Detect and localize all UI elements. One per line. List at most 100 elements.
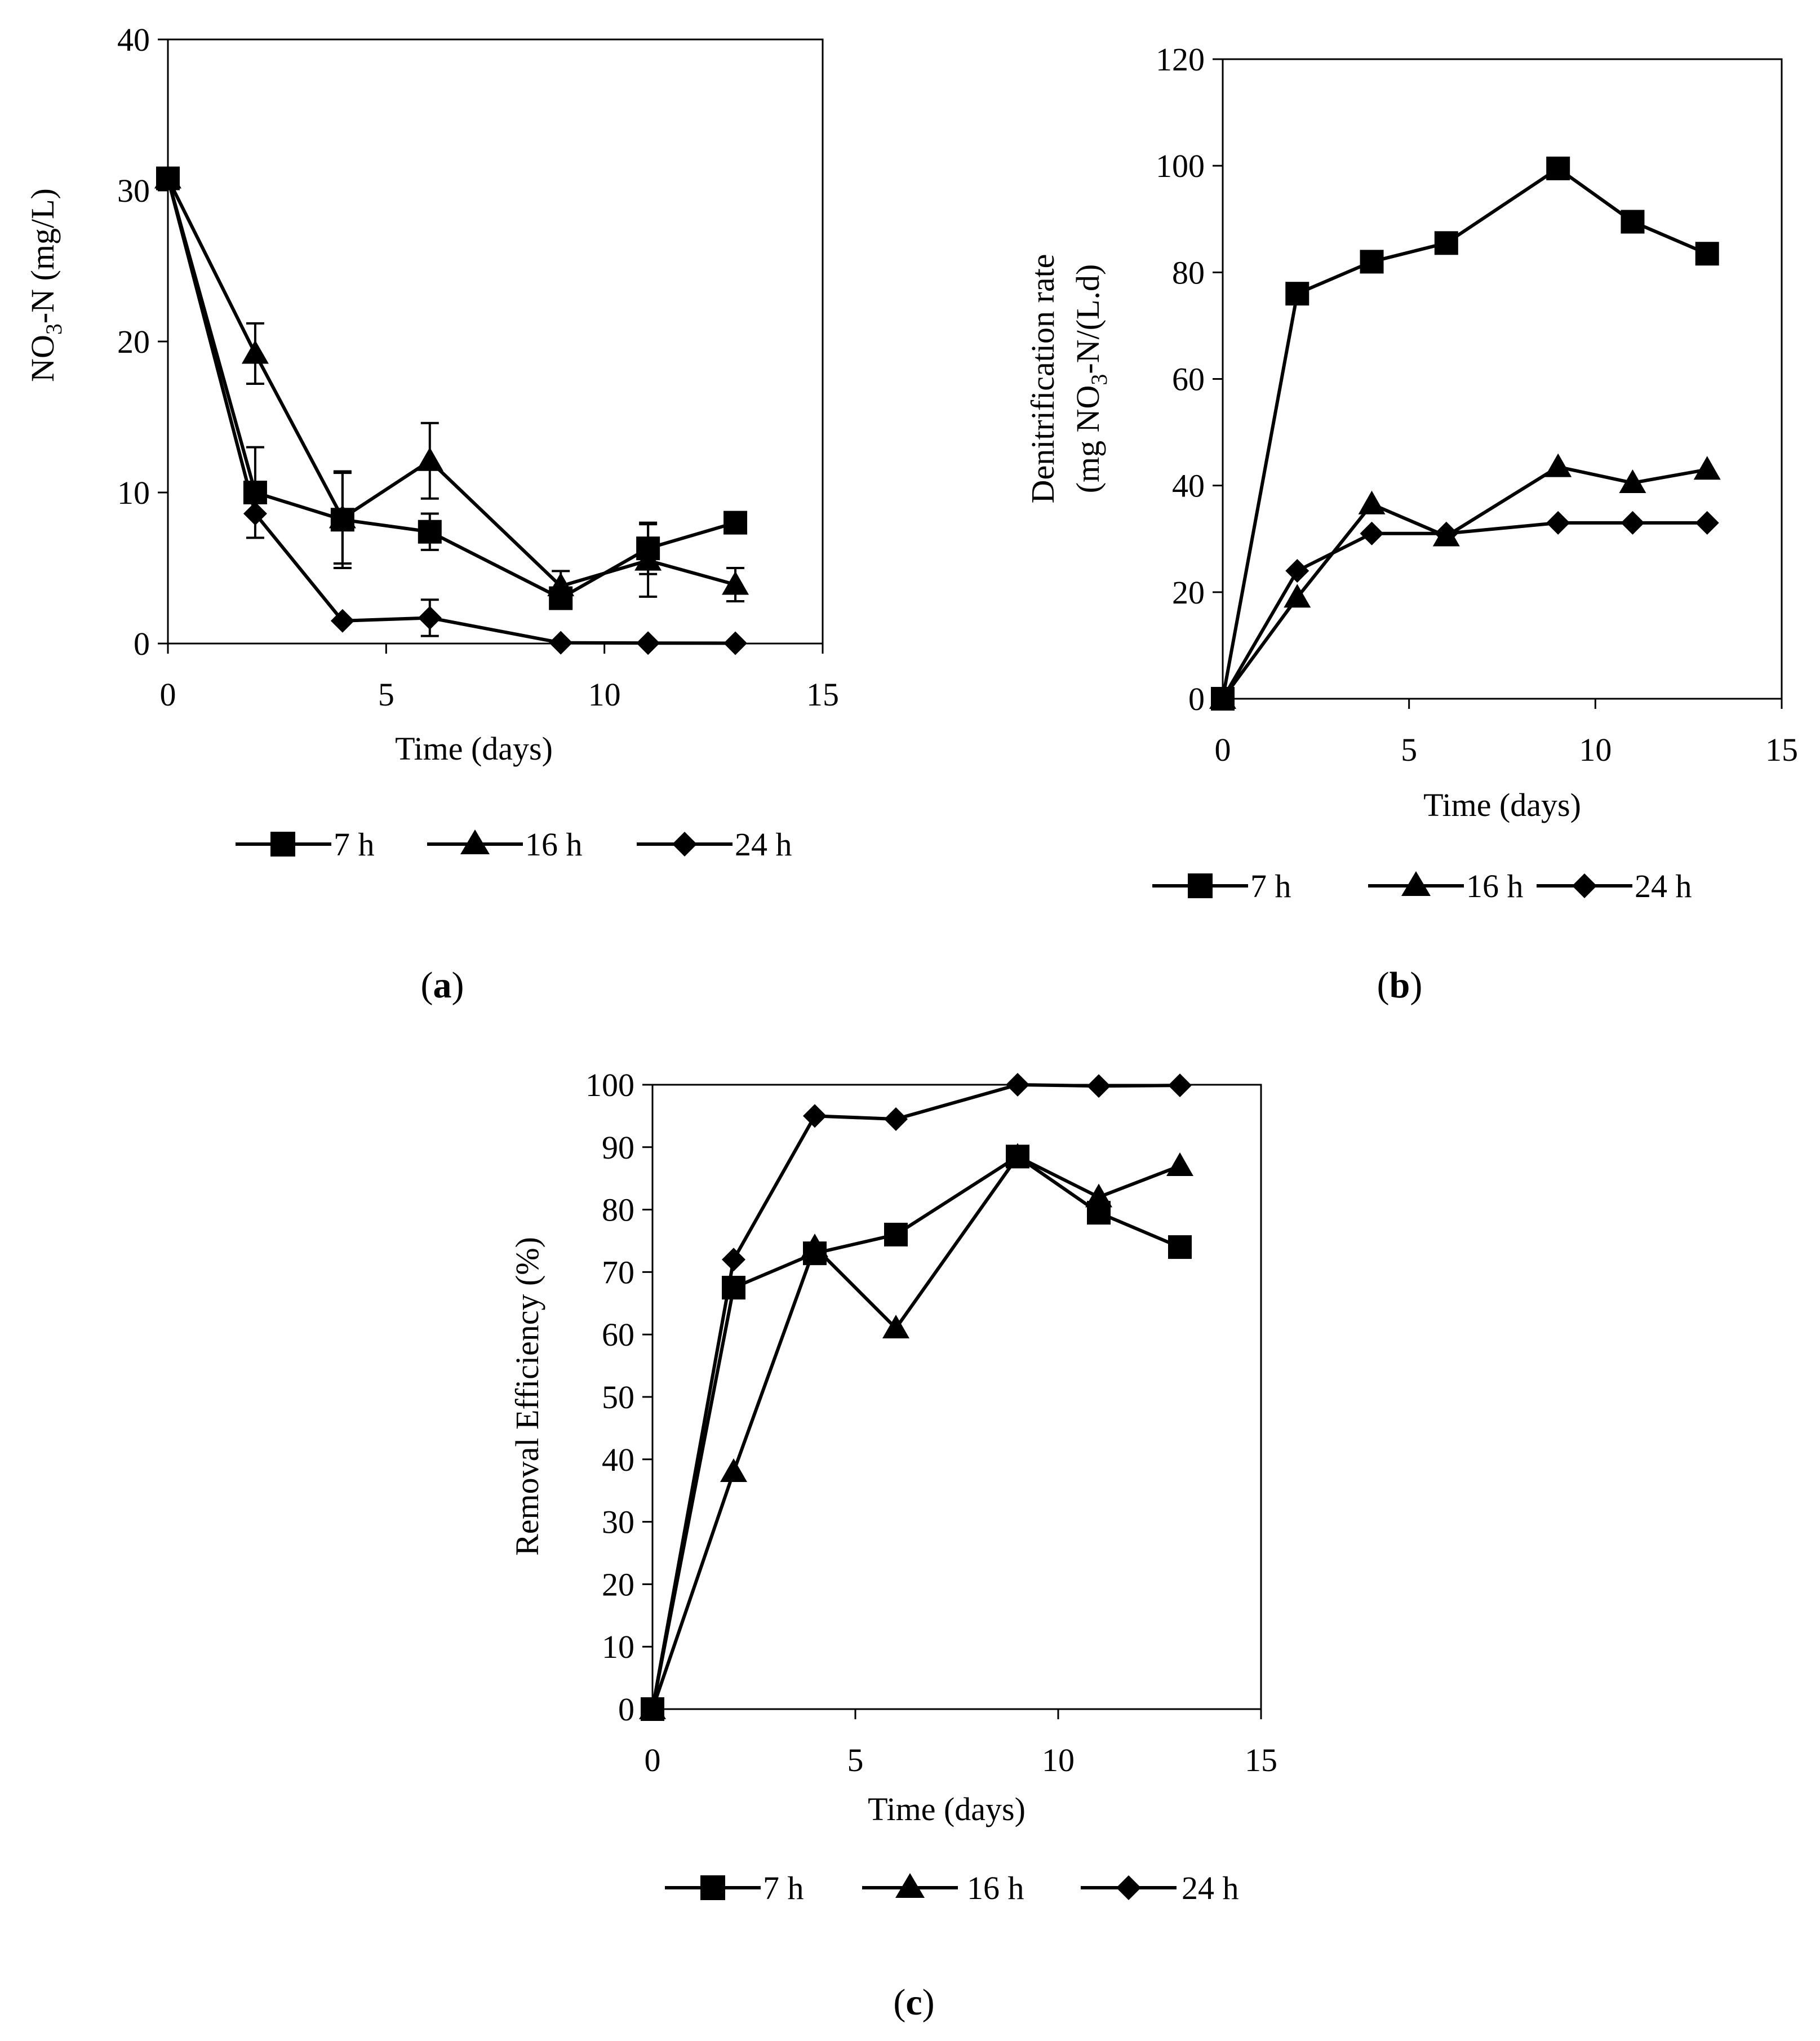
chart-c-point-24h xyxy=(803,1104,827,1128)
chart-b-point-24h xyxy=(1285,559,1309,583)
chart-a-point-16h xyxy=(241,340,269,364)
chart-c-y-tick-label: 50 xyxy=(602,1379,634,1416)
chart-c-y-tick-label: 70 xyxy=(602,1254,634,1290)
chart-c-legend-label-16h: 16 h xyxy=(967,1870,1024,1906)
chart-a-point-24h xyxy=(723,631,748,655)
chart-a-point-24h xyxy=(549,631,573,655)
chart-b-y-tick-label: 120 xyxy=(1156,41,1205,78)
chart-b-legend-marker-16h xyxy=(1401,871,1431,896)
chart-b-point-16h xyxy=(1693,456,1721,480)
chart-c-legend-marker-24h xyxy=(1116,1875,1141,1900)
chart-a-point-24h xyxy=(156,166,180,190)
chart-c-point-24h xyxy=(1006,1073,1029,1097)
chart-c-y-tick-label: 0 xyxy=(618,1691,634,1728)
chart-c-panel-label: (c) xyxy=(893,1982,934,2023)
chart-c-x-ticks: 0 5 10 15 xyxy=(645,1709,1277,1778)
chart-b-x-tick-label: 15 xyxy=(1765,731,1798,768)
chart-a-x-ticks: 0 5 10 15 xyxy=(160,644,839,713)
chart-a-x-axis-label: Time (days) xyxy=(395,730,553,767)
chart-b-point-24h xyxy=(1546,511,1570,535)
chart-a-plot-frame xyxy=(167,38,824,645)
chart-a-point-7h xyxy=(723,511,748,535)
chart-a-panel-label: (a) xyxy=(421,965,464,1006)
chart-c: 0 10 20 30 40 50 60 70 80 90 100 0 5 10 15 Time (days… xyxy=(509,1067,1277,2023)
chart-a-point-7h xyxy=(418,520,442,544)
chart-a-y-tick-label: 0 xyxy=(134,625,150,662)
chart-b-series-line-16h xyxy=(1221,465,1708,700)
chart-a-y-tick-label: 30 xyxy=(117,172,150,209)
chart-b-legend-marker-24h xyxy=(1572,873,1597,898)
chart-b-point-7h xyxy=(1621,210,1645,234)
chart-a-point-16h xyxy=(634,547,662,571)
chart-c-point-16h xyxy=(1166,1152,1193,1177)
chart-b-y-tick-label: 60 xyxy=(1172,361,1205,398)
chart-c-legend-marker-16h xyxy=(895,1873,925,1898)
chart-a-point-24h xyxy=(243,502,267,526)
chart-c-series-line-16h xyxy=(651,1155,1181,1710)
chart-b-legend-label-24h: 24 h xyxy=(1635,868,1692,904)
chart-a-x-tick-label: 10 xyxy=(588,676,621,713)
chart-b-x-ticks: 0 5 10 15 xyxy=(1215,699,1798,768)
chart-b: 0 20 40 60 80 100 120 0 5 10 15 Time (days) Denit… xyxy=(1024,41,1798,1006)
chart-c-point-16h xyxy=(720,1458,747,1482)
chart-a-legend-marker-7h xyxy=(270,832,295,857)
chart-c-y-tick-label: 10 xyxy=(602,1629,634,1665)
chart-b-point-24h xyxy=(1211,687,1235,711)
chart-a-point-16h xyxy=(416,447,443,471)
chart-c-y-axis-label: Removal Efficiency (%) xyxy=(509,1237,545,1556)
chart-b-y-tick-label: 0 xyxy=(1188,681,1205,717)
chart-b-point-24h xyxy=(1695,511,1719,535)
chart-a-series-line-7h xyxy=(166,178,736,600)
chart-b-legend-marker-7h xyxy=(1188,873,1213,898)
chart-c-legend-marker-7h xyxy=(700,1875,725,1900)
chart-c-x-tick-label: 0 xyxy=(645,1742,661,1778)
chart-c-y-tick-label: 20 xyxy=(602,1566,634,1603)
chart-b-point-7h xyxy=(1360,250,1384,274)
chart-b-y-tick-label: 40 xyxy=(1172,468,1205,504)
chart-b-legend: 7 h 16 h 24 h xyxy=(1152,868,1692,904)
chart-a-y-tick-label: 20 xyxy=(117,323,150,360)
chart-c-point-24h xyxy=(884,1107,908,1131)
chart-c-point-7h xyxy=(884,1222,908,1246)
chart-b-y-tick-label: 20 xyxy=(1172,574,1205,611)
chart-a-y-tick-label: 10 xyxy=(117,474,150,511)
chart-c-series xyxy=(639,1073,1193,1721)
chart-b-point-7h xyxy=(1434,231,1458,255)
chart-c-y-tick-label: 60 xyxy=(602,1316,634,1353)
chart-a-y-ticks: 0 10 20 30 40 xyxy=(117,21,168,662)
chart-c-legend-label-7h: 7 h xyxy=(763,1870,804,1906)
chart-b-point-7h xyxy=(1546,156,1570,180)
chart-b-legend-label-16h: 16 h xyxy=(1466,868,1524,904)
chart-a-x-tick-label: 5 xyxy=(378,676,394,713)
chart-c-x-tick-label: 5 xyxy=(847,1742,864,1778)
chart-a-point-16h xyxy=(329,504,356,529)
chart-b-panel-label: (b) xyxy=(1377,965,1423,1006)
chart-c-y-ticks: 0 10 20 30 40 50 60 70 80 90 100 xyxy=(585,1067,652,1728)
chart-c-x-tick-label: 15 xyxy=(1245,1742,1277,1778)
chart-c-series-line-24h xyxy=(651,1083,1180,1710)
chart-c-point-7h xyxy=(1168,1235,1192,1259)
chart-c-point-16h xyxy=(1085,1183,1112,1208)
chart-c-x-tick-label: 10 xyxy=(1042,1742,1075,1778)
chart-b-y-tick-label: 100 xyxy=(1156,148,1205,184)
chart-b-series xyxy=(1209,156,1721,711)
chart-a-legend-marker-24h xyxy=(672,832,697,857)
chart-c-point-16h xyxy=(882,1315,909,1339)
chart-a: 0 10 20 30 40 0 5 10 15 Time (days) NO3-N (mg/L… xyxy=(24,21,839,1006)
chart-b-y-axis-label-line1: Denitrification rate xyxy=(1024,254,1061,504)
chart-a-point-16h xyxy=(547,573,575,597)
chart-a-y-tick-label: 40 xyxy=(117,21,150,58)
chart-a-point-24h xyxy=(330,609,354,633)
chart-b-point-24h xyxy=(1434,521,1458,545)
chart-a-point-24h xyxy=(636,631,660,655)
chart-a-series xyxy=(154,165,749,655)
chart-c-y-tick-label: 40 xyxy=(602,1441,634,1478)
chart-b-point-24h xyxy=(1360,521,1384,545)
chart-c-plot-frame xyxy=(651,1084,1262,1710)
chart-c-y-tick-label: 100 xyxy=(585,1067,634,1103)
chart-b-point-7h xyxy=(1285,282,1309,306)
chart-b-y-ticks: 0 20 40 60 80 100 120 xyxy=(1156,41,1223,717)
chart-b-legend-label-7h: 7 h xyxy=(1250,868,1291,904)
chart-b-x-tick-label: 10 xyxy=(1579,731,1612,768)
